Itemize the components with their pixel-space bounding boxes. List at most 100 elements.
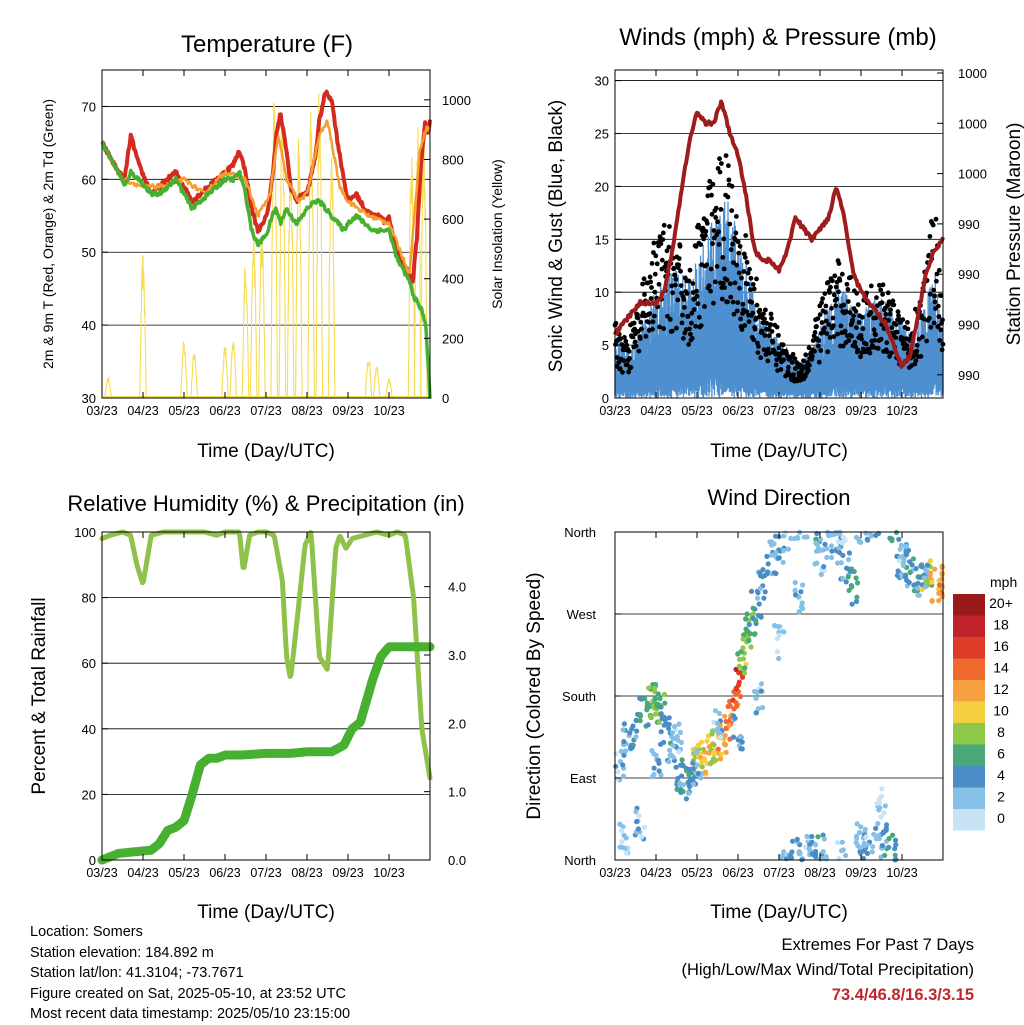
direction-xtick-label: 04/23 <box>640 866 671 880</box>
direction-point <box>620 727 626 733</box>
insolation-spike <box>229 341 238 399</box>
legend-label: 10 <box>993 703 1009 719</box>
gust-point <box>707 178 713 184</box>
direction-point <box>621 721 628 727</box>
direction-point <box>921 575 928 581</box>
direction-points <box>613 529 945 863</box>
gust-point <box>736 270 742 276</box>
gust-point <box>831 323 836 329</box>
gust-point <box>686 342 691 347</box>
gust-point <box>873 332 878 338</box>
gust-point <box>920 334 925 340</box>
direction-point <box>939 571 945 578</box>
gust-point <box>905 320 910 325</box>
gust-point <box>719 296 725 302</box>
direction-point <box>839 839 845 845</box>
legend-label: 4 <box>997 767 1005 783</box>
gust-point <box>747 266 752 272</box>
gust-point <box>878 287 884 293</box>
direction-point <box>620 762 626 768</box>
insolation-ytick-label: 1000 <box>442 93 471 108</box>
gust-point <box>678 268 683 274</box>
gust-point <box>853 344 858 349</box>
direction-point <box>695 743 701 749</box>
direction-point <box>641 824 648 830</box>
direction-point <box>711 742 717 748</box>
gust-point <box>806 368 811 373</box>
direction-panel: Wind Direction NorthEastSouthWestNorth03… <box>524 485 1017 923</box>
direction-point <box>780 853 786 859</box>
direction-point <box>812 853 818 859</box>
gust-point <box>776 333 781 338</box>
direction-point <box>637 695 643 701</box>
pressure-ytick-label: 990 <box>958 267 980 282</box>
direction-point <box>748 644 754 650</box>
direction-point <box>813 540 819 546</box>
gust-point <box>734 308 740 314</box>
insolation-ytick-label: 0 <box>442 391 449 406</box>
direction-point <box>876 807 882 813</box>
gust-point <box>842 328 848 334</box>
direction-point <box>738 746 744 752</box>
gust-point <box>822 291 828 296</box>
legend-swatch <box>953 701 985 723</box>
gust-point <box>905 326 911 332</box>
gust-point <box>786 364 791 370</box>
direction-point <box>813 848 819 855</box>
gust-point <box>696 314 702 320</box>
gust-point <box>752 326 758 332</box>
gust-point <box>823 303 829 309</box>
direction-point <box>822 541 828 547</box>
winds-ylabel: Sonic Wind & Gust (Blue, Black) <box>546 100 567 372</box>
direction-point <box>752 631 758 637</box>
direction-point <box>755 706 761 712</box>
humidity-ytick-label: 80 <box>82 591 96 606</box>
direction-point <box>886 835 892 842</box>
gust-point <box>830 315 836 321</box>
gust-point <box>931 320 937 326</box>
direction-xtick-label: 10/23 <box>886 866 917 880</box>
direction-point <box>861 840 867 847</box>
direction-point <box>639 834 645 840</box>
gust-point <box>748 275 754 281</box>
direction-point <box>708 760 714 767</box>
gust-point <box>689 320 694 326</box>
temperature-xtick-label: 05/23 <box>168 404 199 418</box>
gust-point <box>704 221 710 226</box>
gust-point <box>690 281 696 286</box>
gust-point <box>762 333 768 338</box>
direction-point <box>892 837 899 843</box>
gust-point <box>703 233 708 238</box>
direction-point <box>740 636 746 642</box>
legend-swatch <box>953 637 985 659</box>
gust-point <box>817 312 823 317</box>
legend-swatch <box>953 680 985 702</box>
direction-point <box>936 590 942 597</box>
direction-point <box>618 748 625 754</box>
direction-point <box>781 547 787 554</box>
gust-point <box>868 310 874 315</box>
gust-point <box>677 243 683 249</box>
humidity-gridlines <box>102 597 430 795</box>
direction-point <box>649 748 655 754</box>
direction-point <box>747 631 754 637</box>
gust-point <box>815 316 821 321</box>
gust-point <box>872 338 877 343</box>
gust-point <box>669 328 675 334</box>
gust-point <box>624 362 630 367</box>
direction-point <box>792 587 798 594</box>
direction-point <box>690 766 696 772</box>
gust-point <box>686 278 692 284</box>
direction-point <box>645 722 651 728</box>
gust-point <box>934 271 940 277</box>
humidity-plot-frame <box>101 531 431 861</box>
direction-point <box>765 561 771 567</box>
gust-point <box>635 315 641 321</box>
winds-ytick-label: 10 <box>595 285 609 300</box>
gust-point <box>735 239 741 245</box>
gust-point <box>624 342 630 348</box>
direction-point <box>863 834 869 840</box>
direction-point <box>637 718 643 724</box>
legend-label: 0 <box>997 810 1005 826</box>
direction-point <box>635 826 642 832</box>
